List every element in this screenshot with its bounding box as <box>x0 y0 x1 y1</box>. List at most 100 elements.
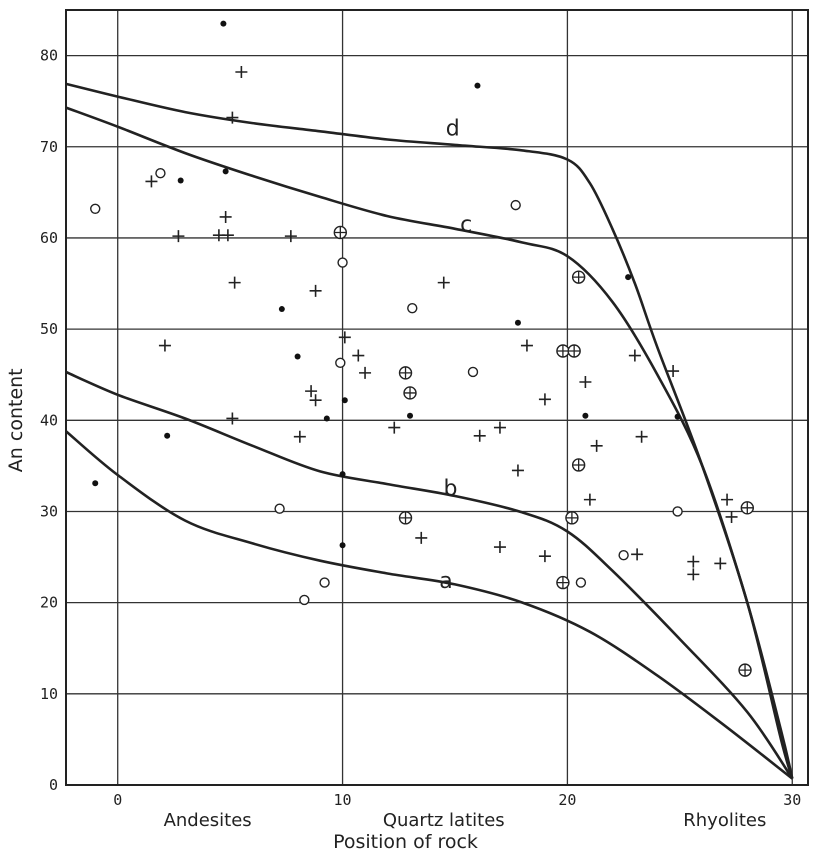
circle-plus-cross <box>741 501 754 514</box>
plus-point <box>415 531 428 544</box>
circle-point <box>155 168 166 179</box>
plus-point <box>226 412 239 425</box>
circle-point <box>672 506 683 517</box>
x-tick-label: 0 <box>113 791 122 809</box>
curve-a <box>65 430 794 780</box>
dot-point <box>341 397 348 404</box>
curve-d <box>65 82 794 779</box>
dot-point <box>674 413 681 420</box>
circle-point <box>618 550 629 561</box>
dot-point <box>474 82 481 89</box>
circle-plus-cross <box>556 345 569 357</box>
y-tick-labels: 0 10 20 30 40 50 60 70 80 <box>40 47 58 794</box>
y-tick-label: 80 <box>40 47 58 65</box>
plus-point <box>667 365 680 378</box>
plus-point <box>520 339 533 352</box>
plus-point <box>721 493 734 506</box>
circle-point <box>299 594 310 606</box>
plus-point <box>583 493 596 506</box>
curve-label-c: c <box>460 212 472 237</box>
plus-point <box>725 510 738 523</box>
curve-label-a: a <box>439 569 452 594</box>
plus-point <box>172 230 185 243</box>
plus-point <box>235 66 248 78</box>
plus-point <box>511 464 524 477</box>
plus-point <box>538 393 551 406</box>
plus-point <box>219 210 232 223</box>
dot-point <box>164 432 171 439</box>
circle-point <box>407 302 418 314</box>
dot-point <box>92 480 99 487</box>
plus-point <box>305 385 318 398</box>
dot-point <box>177 177 184 184</box>
circle-plus-cross <box>399 511 412 524</box>
circle-plus-cross <box>739 664 752 677</box>
dot-point <box>339 542 346 549</box>
x-tick-label: 30 <box>783 791 801 809</box>
plus-point <box>579 376 592 388</box>
x-tick-label: 10 <box>334 791 352 809</box>
dot-point <box>323 415 330 422</box>
plus-point <box>493 541 506 554</box>
plus-point <box>714 557 727 570</box>
circle-plus-cross <box>572 458 585 471</box>
circle-point <box>575 577 587 588</box>
plus-point <box>687 568 700 581</box>
y-tick-label: 20 <box>40 594 58 612</box>
plus-point <box>538 550 551 563</box>
grid <box>66 10 808 786</box>
plus-point <box>631 548 644 561</box>
plus-point <box>635 430 648 443</box>
curves <box>65 82 794 780</box>
circle-plus-cross <box>334 226 347 239</box>
plus-point <box>473 429 486 442</box>
category-label: Andesites <box>164 810 252 831</box>
plus-point <box>284 230 297 243</box>
curve-labels: a b c d <box>439 117 472 594</box>
circle-point <box>510 199 521 211</box>
y-tick-label: 0 <box>49 776 58 794</box>
circle-point <box>467 366 479 378</box>
plus-point <box>359 366 372 379</box>
plus-point <box>228 276 241 289</box>
plus-point <box>628 349 641 362</box>
category-label: Rhyolites <box>683 810 766 831</box>
plus-point <box>158 339 171 352</box>
circle-point <box>90 203 101 214</box>
dot-point <box>625 274 632 281</box>
circle-plus-cross <box>568 345 581 357</box>
y-tick-label: 70 <box>40 138 58 156</box>
data-points <box>90 20 754 677</box>
plus-point <box>226 111 239 124</box>
curve-c <box>65 106 794 779</box>
plus-point <box>687 555 700 568</box>
x-tick-label: 20 <box>558 791 576 809</box>
x-axis-label: Position of rock <box>333 831 478 853</box>
y-tick-label: 10 <box>40 685 58 703</box>
plus-point <box>590 439 603 452</box>
curve-label-d: d <box>446 117 460 142</box>
plus-point <box>493 421 506 434</box>
dot-point <box>514 319 521 326</box>
dot-point <box>222 168 229 175</box>
plus-point <box>309 394 322 407</box>
y-tick-label: 40 <box>40 411 58 429</box>
dot-point <box>278 306 285 313</box>
rock-category-labels: Andesites Quartz latites Rhyolites <box>164 810 767 831</box>
circle-point <box>274 503 285 514</box>
y-tick-label: 50 <box>40 320 58 338</box>
dot-point <box>220 20 227 27</box>
y-axis-label: An content <box>5 368 27 472</box>
x-tick-labels: 0 10 20 30 <box>113 791 801 809</box>
plus-point <box>338 331 351 344</box>
plot-frame <box>65 9 809 786</box>
dot-point <box>407 412 414 419</box>
circle-point <box>337 257 348 268</box>
curve-b <box>65 370 794 780</box>
circle-plus-cross <box>399 366 412 379</box>
circle-plus-cross <box>572 271 585 284</box>
circle-plus-cross <box>565 511 578 524</box>
plus-point <box>221 229 234 242</box>
circle-plus-cross <box>556 576 569 589</box>
